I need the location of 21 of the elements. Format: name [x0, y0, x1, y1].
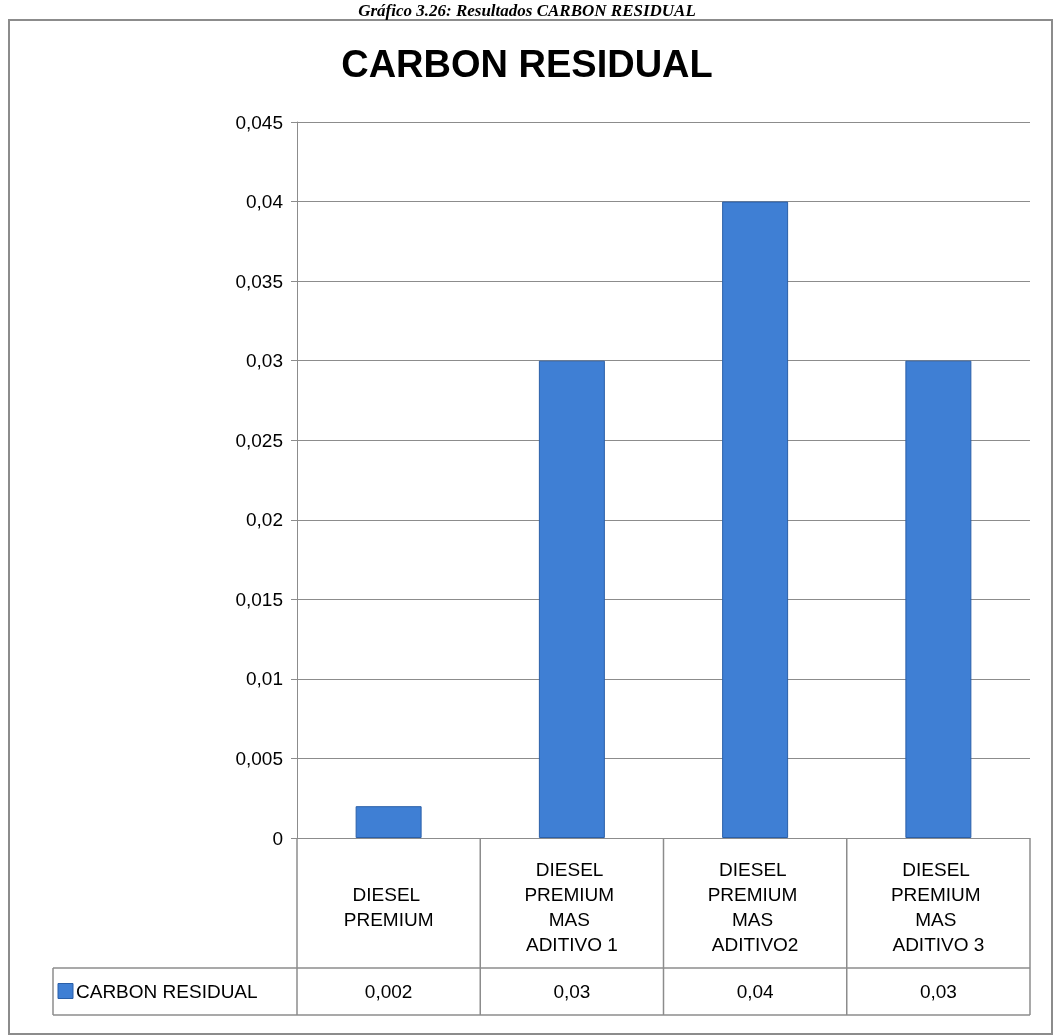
y-tick-label: 0,015: [235, 588, 283, 610]
y-tick-label: 0,01: [246, 668, 283, 690]
x-tick-label: DIESEL PREMIUM MAS ADITIVO 3: [890, 859, 986, 955]
text: Gráfico 3.26: Resultados CARBON RESIDUAL: [358, 1, 696, 20]
x-tick-label: DIESEL PREMIUM MAS ADITIVO 1: [524, 859, 620, 955]
data-label: 0,03: [919, 981, 957, 1002]
data-label: 0,04: [736, 981, 775, 1002]
y-tick-label: 0,045: [235, 111, 283, 133]
y-tick-label: 0,02: [246, 509, 283, 531]
x-tick-label: DIESEL PREMIUM: [343, 884, 434, 930]
legend-label: CARBON RESIDUAL: [76, 981, 258, 1002]
chart-title: CARBON RESIDUAL: [341, 43, 713, 85]
x-tick-label: DIESEL PREMIUM MAS ADITIVO2: [707, 859, 803, 955]
data-label: 0,002: [364, 981, 413, 1002]
data-label: 0,03: [553, 981, 591, 1002]
y-tick-label: 0,025: [235, 429, 283, 451]
y-tick-label: 0,03: [246, 350, 283, 372]
y-tick-label: 0,035: [235, 270, 283, 292]
y-tick-label: 0,005: [235, 747, 283, 769]
y-tick-label: 0,04: [246, 191, 284, 213]
y-tick-label: 0: [272, 827, 283, 849]
